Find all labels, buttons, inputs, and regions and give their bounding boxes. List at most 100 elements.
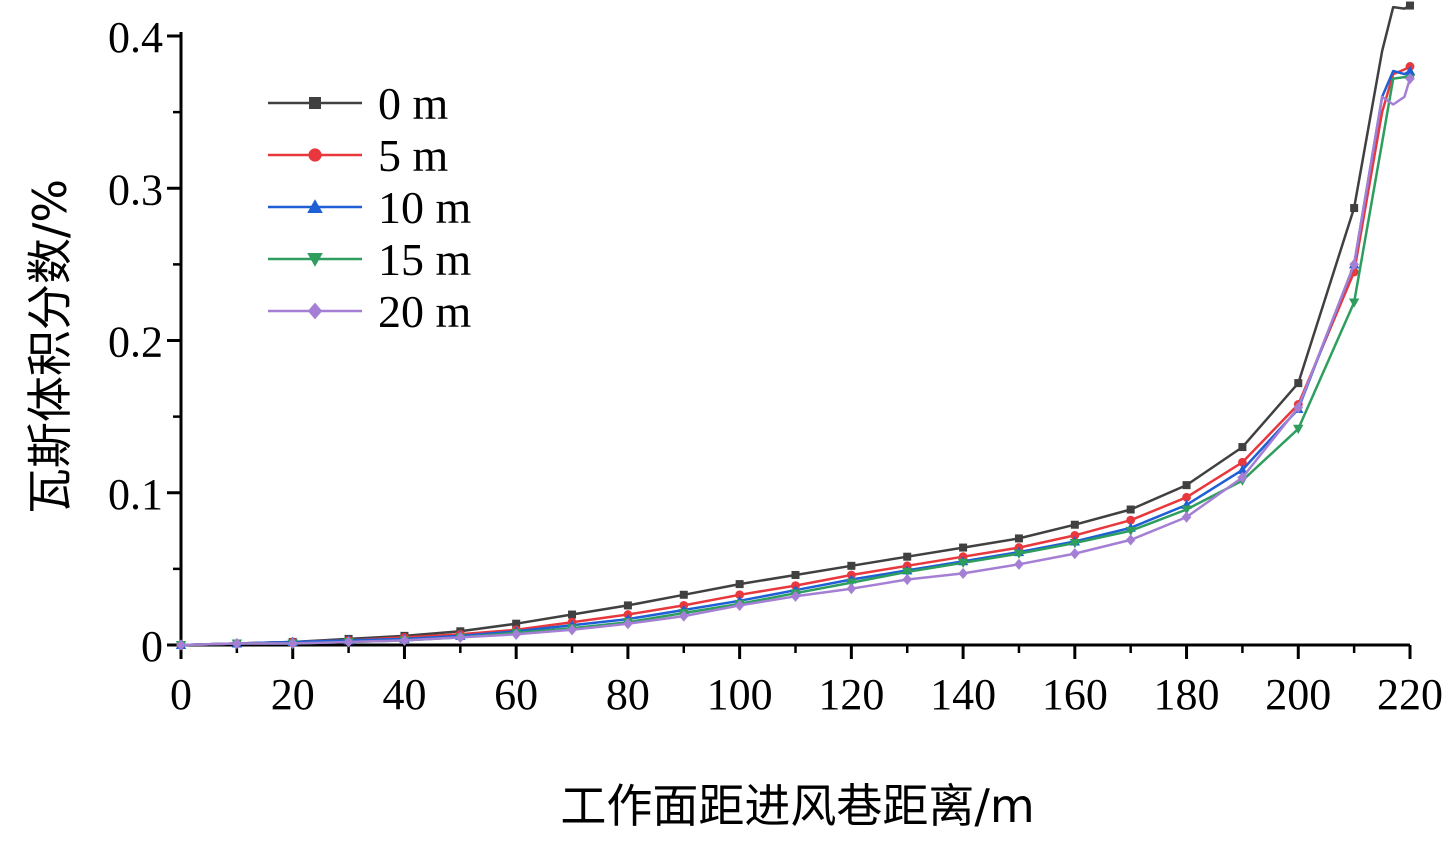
data-point: [847, 561, 856, 570]
legend-label: 0 m: [378, 78, 449, 129]
data-point: [678, 610, 689, 622]
data-point: [399, 634, 410, 647]
data-point: [1013, 549, 1025, 559]
x-tick-label: 160: [1042, 670, 1108, 719]
legend-item: 5 m: [268, 130, 449, 181]
data-point: [1350, 204, 1359, 213]
x-tick-label: 80: [606, 670, 650, 719]
y-axis-title: 瓦斯体积分数/%: [23, 179, 77, 514]
y-tick-label: 0.3: [108, 165, 163, 214]
data-point: [623, 618, 633, 630]
legend-marker: [307, 199, 323, 213]
legend-marker: [307, 302, 323, 320]
x-tick-label: 40: [382, 670, 426, 719]
y-tick-label: 0.1: [108, 470, 163, 519]
legend-item: 0 m: [268, 78, 449, 129]
legend-label: 5 m: [378, 130, 449, 181]
x-tick-label: 180: [1154, 670, 1220, 719]
data-point: [957, 558, 969, 568]
y-tick-label: 0: [141, 622, 163, 671]
legend-item: 15 m: [268, 234, 472, 285]
series-1: [176, 62, 1415, 650]
data-point: [1405, 73, 1415, 85]
data-point: [1237, 464, 1248, 474]
data-point: [1406, 1, 1414, 10]
legend-item: 20 m: [268, 286, 472, 337]
legend-item: 10 m: [268, 182, 472, 233]
legend-marker: [307, 253, 323, 267]
data-point: [959, 543, 968, 552]
x-tick-label: 140: [930, 670, 996, 719]
data-point: [902, 573, 913, 586]
data-point: [455, 631, 466, 643]
series-line: [180, 78, 1412, 647]
series-3: [175, 74, 1416, 651]
series-0: [177, 1, 1414, 649]
data-point: [1293, 401, 1304, 414]
data-point: [568, 610, 577, 619]
data-point: [902, 567, 913, 578]
data-point: [903, 552, 912, 561]
data-point: [512, 619, 521, 628]
data-point: [1125, 526, 1136, 537]
data-point: [1014, 534, 1023, 543]
x-tick-label: 0: [170, 670, 192, 719]
data-point: [1126, 505, 1135, 514]
data-point: [1125, 534, 1136, 546]
data-point: [790, 590, 801, 602]
legend-marker: [309, 97, 321, 109]
data-point: [1070, 548, 1080, 560]
data-point: [1404, 65, 1416, 76]
y-tick-label: 0.4: [108, 13, 163, 62]
data-point: [735, 580, 744, 589]
data-point: [1181, 505, 1192, 515]
data-point: [1182, 481, 1191, 490]
x-tick-label: 200: [1265, 670, 1331, 719]
data-point: [734, 599, 745, 612]
data-point: [1238, 443, 1247, 452]
y-tick-label: 0.2: [108, 318, 163, 367]
series-2: [175, 65, 1416, 649]
data-point: [176, 639, 186, 651]
series-line: [180, 65, 1411, 647]
data-point: [958, 567, 968, 580]
x-tick-label: 20: [271, 670, 315, 719]
legend: 0 m5 m10 m15 m20 m: [268, 78, 472, 337]
data-point: [1238, 457, 1247, 467]
x-tick-label: 220: [1377, 670, 1443, 719]
data-point: [1237, 471, 1248, 484]
data-point: [511, 628, 521, 640]
series-line: [180, 75, 1411, 647]
axes: 0 20 40 60 80 100 120 140 160 180 200 220 0 0.1 0.2 0.3…: [108, 13, 1443, 719]
legend-label: 20 m: [378, 286, 472, 337]
series-line: [180, 69, 1411, 647]
data-point: [735, 590, 745, 600]
data-point: [1181, 511, 1192, 523]
data-point: [1348, 298, 1360, 308]
x-axis-title: 工作面距进风巷距离/m: [560, 779, 1034, 833]
data-point: [1014, 558, 1024, 570]
data-point: [287, 637, 298, 650]
series-layer: [175, 1, 1416, 651]
data-point: [232, 637, 242, 650]
data-point: [567, 624, 577, 636]
data-point: [791, 570, 800, 579]
data-point: [679, 590, 688, 599]
data-point: [1070, 520, 1079, 529]
data-point: [1182, 492, 1191, 502]
data-point: [343, 636, 354, 648]
x-tick-label: 120: [818, 670, 884, 719]
data-point: [1294, 379, 1303, 388]
x-tick-label: 60: [494, 670, 538, 719]
legend-label: 10 m: [378, 182, 472, 233]
data-point: [1069, 538, 1081, 549]
legend-label: 15 m: [378, 234, 472, 285]
data-point: [846, 583, 857, 595]
x-tick-label: 100: [707, 670, 773, 719]
data-point: [623, 601, 632, 610]
data-point: [1070, 530, 1080, 540]
series-line: [180, 4, 1411, 647]
data-point: [1293, 424, 1304, 435]
legend-marker: [308, 148, 322, 162]
